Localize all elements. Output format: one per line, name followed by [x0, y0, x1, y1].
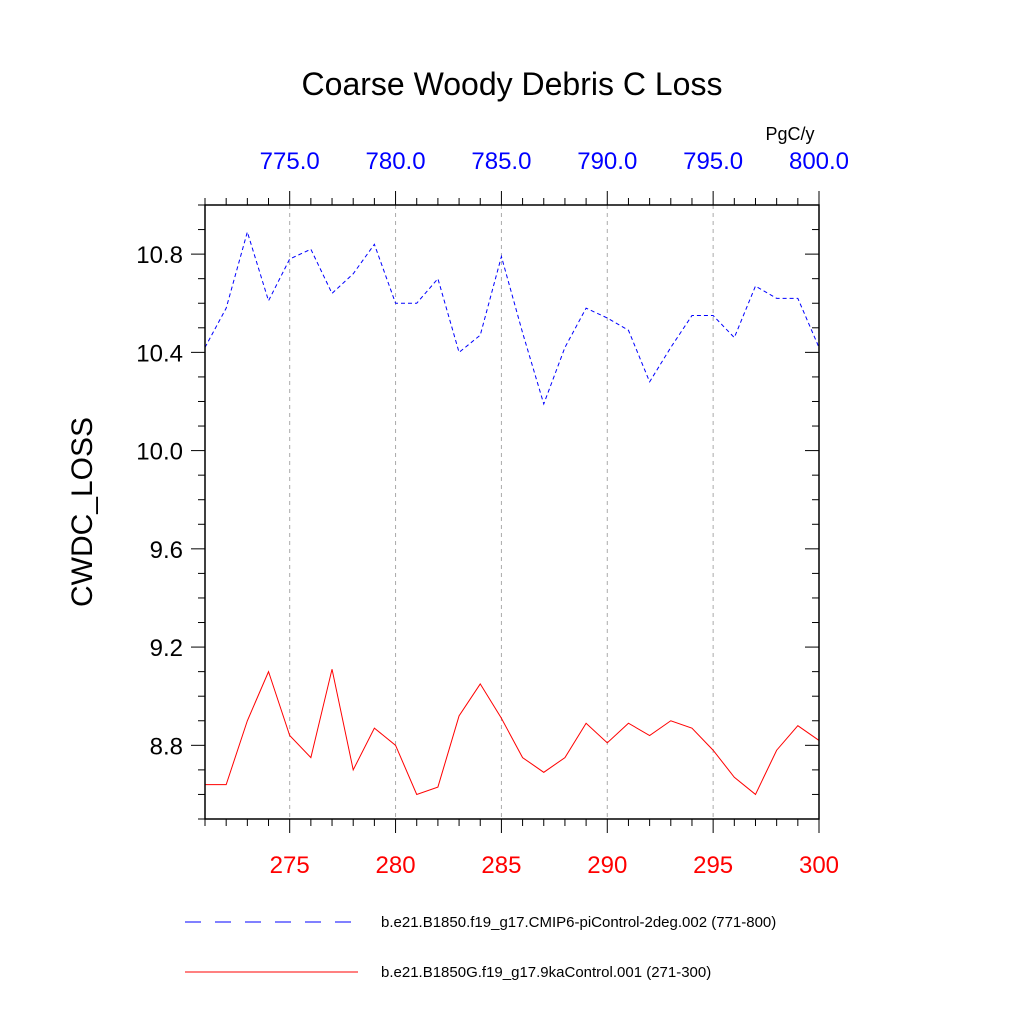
- y-tick-label-9.6: 9.6: [150, 537, 183, 564]
- bottom-tick-label-285: 285: [481, 852, 521, 879]
- tick-labels: 275 280 285 290 295 300 775.0 780.0 785.0 790.0 79…: [136, 148, 849, 879]
- series-layer: [204, 230, 820, 796]
- units-label: PgC/y: [765, 124, 814, 144]
- chart-title: Coarse Woody Debris C Loss: [302, 66, 723, 102]
- top-tick-label-800: 800.0: [789, 148, 849, 175]
- series-line-2: [205, 669, 820, 796]
- top-tick-label-790: 790.0: [577, 148, 637, 175]
- legend-label-1: b.e21.B1850.f19_g17.CMIP6-piControl-2deg…: [381, 914, 776, 931]
- bottom-tick-label-300: 300: [799, 852, 839, 879]
- y-tick-label-10.4: 10.4: [136, 340, 183, 367]
- y-tick-label-8.8: 8.8: [150, 733, 183, 760]
- y-axis-label: CWDC_LOSS: [66, 417, 99, 607]
- bottom-tick-label-275: 275: [270, 852, 310, 879]
- tick-marks: [191, 191, 820, 833]
- y-tick-label-10.0: 10.0: [136, 439, 183, 466]
- top-tick-label-775: 775.0: [260, 148, 320, 175]
- legend-label-2: b.e21.B1850G.f19_g17.9kaControl.001 (271…: [381, 964, 711, 981]
- bottom-tick-label-295: 295: [693, 852, 733, 879]
- grid-lines: [289, 205, 714, 819]
- top-tick-label-785: 785.0: [471, 148, 531, 175]
- legend: b.e21.B1850.f19_g17.CMIP6-piControl-2deg…: [185, 914, 776, 981]
- top-tick-label-780: 780.0: [366, 148, 426, 175]
- y-tick-label-9.2: 9.2: [150, 635, 183, 662]
- y-tick-label-10.8: 10.8: [136, 242, 183, 269]
- bottom-tick-label-280: 280: [376, 852, 416, 879]
- series-line-1: [204, 230, 820, 406]
- top-tick-label-795: 795.0: [683, 148, 743, 175]
- plot-frame: [204, 204, 820, 820]
- bottom-tick-label-290: 290: [587, 852, 627, 879]
